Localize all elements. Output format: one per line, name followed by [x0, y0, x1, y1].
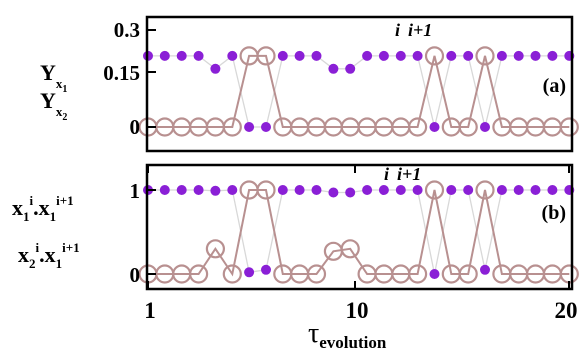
panel-a-annotation: i i+1 — [395, 20, 432, 40]
series-1-point — [396, 51, 406, 61]
series-1-point — [328, 64, 338, 74]
series-1-point — [345, 64, 355, 74]
series-1-point — [547, 51, 557, 61]
panel-b-ylabel-2: x2i.x1i+1 — [18, 240, 80, 271]
series-1-point — [514, 51, 524, 61]
panel-a-ytick-label: 0.3 — [114, 18, 140, 42]
series-2-line — [148, 190, 569, 274]
series-1-point — [194, 51, 204, 61]
series-1-point — [480, 265, 490, 275]
series-1-point — [396, 185, 406, 195]
panel-b-y-ticks: 1 0 — [130, 179, 157, 287]
panel-a-ytick-label: 0 — [130, 115, 141, 139]
series-1-point — [463, 185, 473, 195]
series-1-point — [531, 185, 541, 195]
series-1-point — [379, 51, 389, 61]
series-1-point — [160, 185, 170, 195]
series-1-point — [160, 51, 170, 61]
series-1-point — [379, 185, 389, 195]
series-1-point — [413, 51, 423, 61]
series-1-point — [278, 185, 288, 195]
series-1-point — [446, 185, 456, 195]
series-1-point — [278, 51, 288, 61]
series-1-point — [430, 269, 440, 279]
series-1-point — [244, 122, 254, 132]
series-1-point — [295, 185, 305, 195]
series-1-point — [177, 51, 187, 61]
series-1-point — [514, 185, 524, 195]
series-1-point — [446, 51, 456, 61]
series-1-point — [480, 122, 490, 132]
series-1-point — [413, 185, 423, 195]
x-tick-label: 10 — [346, 298, 369, 323]
series-1-point — [497, 51, 507, 61]
series-1-point — [345, 188, 355, 198]
series-1-point — [177, 185, 187, 195]
panel-b-ytick-label: 0 — [130, 263, 141, 287]
series-1-point — [463, 51, 473, 61]
series-1-point — [295, 51, 305, 61]
series-1-point — [547, 185, 557, 195]
panel-b-label: (b) — [542, 202, 566, 224]
series-1-point — [261, 122, 271, 132]
series-1-point — [210, 64, 220, 74]
series-1-point — [362, 185, 372, 195]
series-1-point — [227, 51, 237, 61]
series-1-point — [261, 265, 271, 275]
series-1-point — [312, 51, 322, 61]
x-axis-label: τevolution — [308, 318, 387, 352]
series-1-point — [244, 267, 254, 277]
panel-b-annotation: i i+1 — [384, 164, 421, 184]
series-1-point — [497, 185, 507, 195]
panel-a-ytick-label: 0.15 — [103, 61, 140, 85]
series-1-point — [328, 188, 338, 198]
panel-a-label: (a) — [543, 75, 566, 97]
series-1-point — [194, 185, 204, 195]
panel-b: 1 0 x1i.x1i+1 x2i.x1i+1 i i+1 (b) — [12, 164, 578, 289]
series-1-point — [210, 186, 220, 196]
x-tick-label: 1 — [144, 298, 156, 323]
panel-b-ylabel-1: x1i.x1i+1 — [12, 193, 74, 224]
series-1-point — [531, 51, 541, 61]
series-1-point — [227, 185, 237, 195]
panel-b-ytick-label: 1 — [130, 179, 141, 203]
panel-a: 0.3 0.15 0 Yx1 Yx2 i i+1 (a) — [40, 17, 578, 151]
series-1-point — [362, 51, 372, 61]
x-tick-label: 20 — [555, 298, 578, 323]
series-1-point — [312, 185, 322, 195]
series-1-point — [430, 122, 440, 132]
